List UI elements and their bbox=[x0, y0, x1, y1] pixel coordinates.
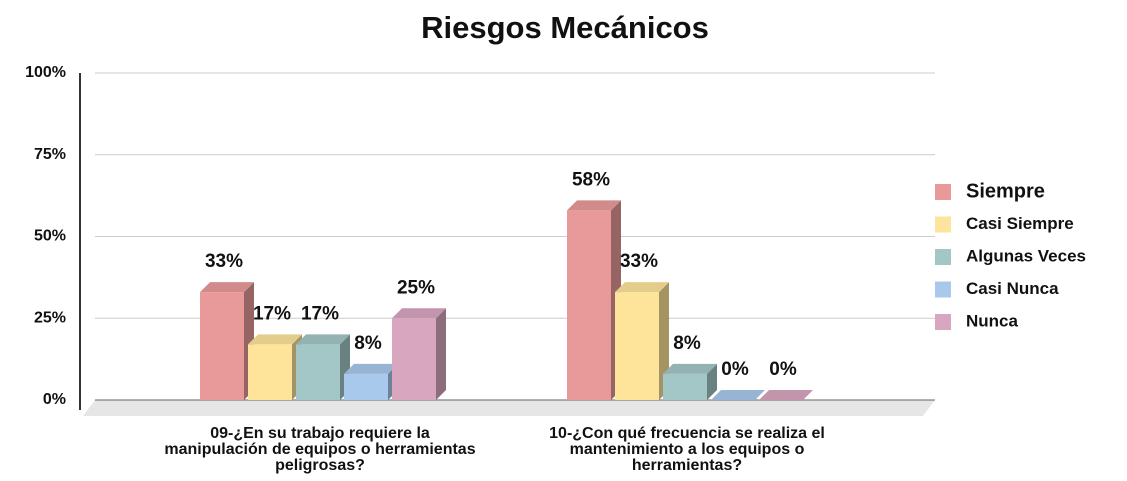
chart-title: Riesgos Mecánicos bbox=[421, 10, 709, 45]
bar-top bbox=[759, 390, 813, 400]
y-tick-label: 100% bbox=[25, 64, 66, 81]
bar-side bbox=[707, 363, 717, 400]
bar-top bbox=[615, 282, 669, 293]
x-tick-label: 10-¿Con qué frecuencia se realiza el man… bbox=[549, 425, 825, 474]
legend-swatch bbox=[935, 216, 951, 233]
y-tick-label: 75% bbox=[34, 146, 66, 163]
value-label: 33% bbox=[205, 251, 243, 272]
bar bbox=[296, 344, 340, 400]
bar bbox=[663, 373, 707, 400]
bar bbox=[615, 292, 659, 400]
value-label: 17% bbox=[301, 303, 339, 324]
legend-label: Siempre bbox=[966, 180, 1045, 202]
bar-top bbox=[392, 308, 446, 319]
y-tick-label: 25% bbox=[34, 309, 66, 326]
value-label: 0% bbox=[721, 359, 749, 380]
value-label: 8% bbox=[673, 333, 701, 354]
bar bbox=[344, 373, 388, 400]
bar-top bbox=[711, 390, 765, 400]
legend-swatch bbox=[935, 281, 951, 298]
bar-top bbox=[200, 282, 254, 293]
legend-swatch bbox=[935, 314, 951, 330]
legend-swatch bbox=[935, 184, 951, 200]
bar bbox=[248, 344, 292, 400]
x-tick-label: 09-¿En su trabajo requiere la manipulaci… bbox=[164, 425, 476, 474]
floor bbox=[83, 400, 935, 416]
bar bbox=[392, 318, 436, 400]
value-label: 33% bbox=[620, 251, 658, 272]
legend-label: Casi Siempre bbox=[966, 214, 1074, 233]
bar-top bbox=[663, 363, 717, 374]
bar-side bbox=[436, 308, 446, 400]
bar-top bbox=[296, 334, 350, 345]
value-label: 25% bbox=[397, 277, 435, 298]
y-tick-label: 50% bbox=[34, 228, 66, 245]
y-tick-label: 0% bbox=[43, 391, 66, 408]
value-label: 8% bbox=[354, 333, 382, 354]
bar-top bbox=[567, 200, 621, 211]
bar-top bbox=[344, 363, 398, 374]
bar-top bbox=[248, 334, 302, 345]
bar bbox=[200, 292, 244, 400]
value-label: 0% bbox=[769, 359, 797, 380]
legend-swatch bbox=[935, 249, 951, 265]
legend-label: Casi Nunca bbox=[966, 279, 1059, 298]
legend-label: Nunca bbox=[966, 311, 1019, 330]
value-label: 17% bbox=[253, 303, 291, 324]
legend-label: Algunas Veces bbox=[966, 246, 1086, 265]
value-label: 58% bbox=[572, 169, 610, 190]
bar bbox=[567, 210, 611, 400]
